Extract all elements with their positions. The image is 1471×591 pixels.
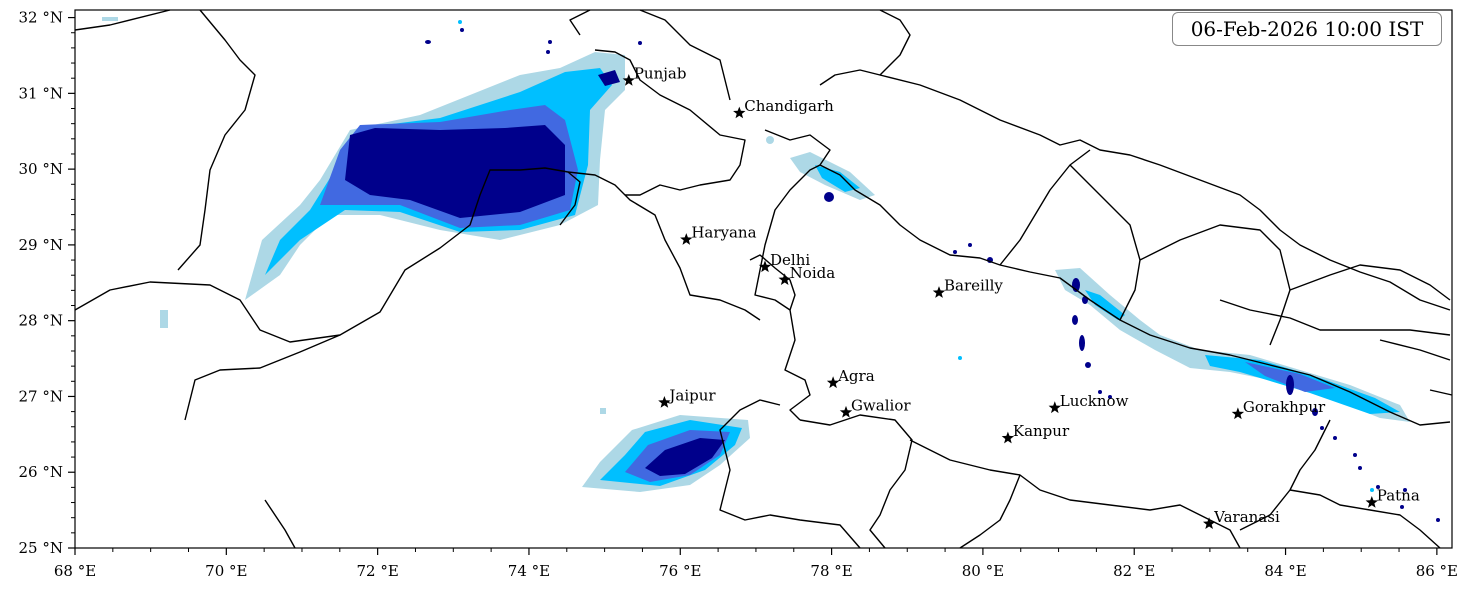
city-label: Varanasi <box>1213 508 1280 526</box>
x-tick-label: 72 °E <box>356 562 398 580</box>
precip-layer <box>102 17 1440 522</box>
x-tick-label: 70 °E <box>205 562 247 580</box>
city-star-icon <box>680 233 693 245</box>
x-tick-label: 82 °E <box>1113 562 1155 580</box>
city-label: Patna <box>1377 487 1420 505</box>
timestamp-label: 06-Feb-2026 10:00 IST <box>1172 12 1442 46</box>
y-tick-label: 26 °N <box>19 463 63 481</box>
city-star-icon <box>1203 517 1216 529</box>
city-star-icon <box>1048 401 1061 414</box>
y-tick-label: 28 °N <box>19 312 63 330</box>
x-tick-label: 78 °E <box>810 562 852 580</box>
city-label: Agra <box>837 367 875 385</box>
city-label: Jaipur <box>667 387 716 405</box>
x-tick-label: 74 °E <box>508 562 550 580</box>
precip-zone-level4 <box>345 125 565 218</box>
y-tick-label: 32 °N <box>19 9 63 27</box>
city-star-icon <box>758 260 772 273</box>
city-star-icon <box>778 273 791 285</box>
x-tick-label: 80 °E <box>962 562 1004 580</box>
x-tick-label: 76 °E <box>659 562 701 580</box>
map-borders <box>74 9 1453 549</box>
city-star-icon <box>839 405 853 418</box>
city-label: Bareilly <box>944 277 1003 295</box>
y-tick-label: 27 °N <box>19 387 63 405</box>
city-star-icon <box>622 74 635 86</box>
y-tick-label: 31 °N <box>19 84 63 102</box>
city-label: Gwalior <box>851 396 911 414</box>
city-label: Chandigarh <box>744 97 834 115</box>
city-label: Noida <box>790 264 836 282</box>
city-star-icon <box>932 286 946 298</box>
y-tick-label: 29 °N <box>19 236 63 254</box>
y-tick-label: 25 °N <box>19 539 63 557</box>
city-star-icon <box>658 396 671 408</box>
y-axis: 32 °N 31 °N 30 °N 29 °N 28 °N 27 °N 26 °N 25 °N <box>19 9 75 557</box>
x-tick-label: 84 °E <box>1264 562 1306 580</box>
city-star-icon <box>1001 431 1015 444</box>
city-label: Lucknow <box>1060 392 1129 410</box>
x-tick-label: 68 °E <box>54 562 96 580</box>
city-star-icon <box>1365 496 1378 508</box>
city-label: Kanpur <box>1013 422 1070 440</box>
x-axis: 68 °E 70 °E 72 °E 74 °E 76 °E 78 °E 80 °E 82 °E… <box>54 548 1458 580</box>
city-label: Haryana <box>691 224 756 242</box>
city-label: Gorakhpur <box>1243 398 1326 416</box>
x-tick-label: 86 °E <box>1416 562 1458 580</box>
city-star-icon <box>733 106 746 119</box>
city-label: Punjab <box>634 64 687 82</box>
city-star-icon <box>1231 407 1245 420</box>
city-label: Delhi <box>770 251 810 269</box>
plot-frame <box>74 9 1453 549</box>
y-tick-label: 30 °N <box>19 160 63 178</box>
city-star-icon <box>826 376 840 389</box>
